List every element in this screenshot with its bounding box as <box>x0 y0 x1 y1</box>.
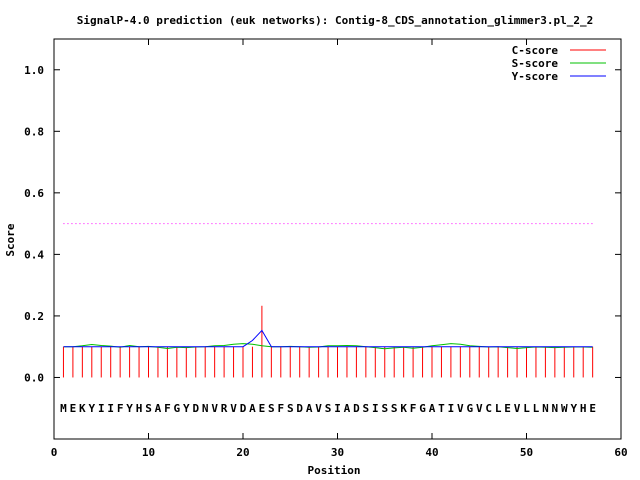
sequence-residue: E <box>70 402 77 415</box>
sequence-residue: G <box>174 402 181 415</box>
y-tick-label: 0.4 <box>24 248 44 261</box>
sequence-residue: H <box>136 402 143 415</box>
sequence-residue: N <box>542 402 549 415</box>
legend-label: C-score <box>512 44 559 57</box>
x-axis-label: Position <box>308 464 361 477</box>
sequence-residue: F <box>117 402 124 415</box>
x-tick-label: 0 <box>51 446 58 459</box>
x-tick-label: 60 <box>614 446 627 459</box>
sequence-residue: S <box>145 402 152 415</box>
sequence-residue: H <box>580 402 587 415</box>
x-tick-label: 20 <box>236 446 249 459</box>
plot-frame <box>53 38 622 440</box>
sequence-residue: F <box>164 402 171 415</box>
y-tick-label: 0.2 <box>24 310 44 323</box>
sequence-residue: I <box>372 402 379 415</box>
y-scoreline <box>63 329 593 348</box>
c-score-impulses <box>62 305 594 378</box>
sequence-residue: Y <box>183 402 190 415</box>
chart-title: SignalP-4.0 prediction (euk networks): C… <box>77 14 594 27</box>
sequence-residue: M <box>60 402 67 415</box>
x-tick-label: 10 <box>142 446 155 459</box>
sequence-residue: K <box>79 402 86 415</box>
sequence-residue: D <box>192 402 199 415</box>
sequence-residue: G <box>419 402 426 415</box>
sequence-residue: V <box>211 402 218 415</box>
sequence-residue: I <box>98 402 105 415</box>
sequence-residue: F <box>410 402 417 415</box>
sequence-residue: D <box>296 402 303 415</box>
sequence-residue: D <box>240 402 247 415</box>
sequence-residue: C <box>485 402 492 415</box>
x-tick-label: 50 <box>520 446 533 459</box>
y-axis-label: Score <box>4 223 17 256</box>
plot-frame-group <box>53 38 622 440</box>
sequence-residue: A <box>249 402 256 415</box>
sequence-residue: K <box>400 402 407 415</box>
sequence-residue: S <box>325 402 332 415</box>
sequence-residue: E <box>504 402 511 415</box>
sequence-residue: F <box>277 402 284 415</box>
sequence-residue: A <box>306 402 313 415</box>
sequence-residue: N <box>202 402 209 415</box>
y-tick-label: 0.0 <box>24 371 44 384</box>
sequence-residue: A <box>155 402 162 415</box>
x-tick-label: 40 <box>425 446 438 459</box>
score-lines <box>63 329 593 350</box>
sequence-residue: S <box>268 402 275 415</box>
sequence-residue: S <box>363 402 370 415</box>
sequence-residue: Y <box>126 402 133 415</box>
sequence-residue: Y <box>88 402 95 415</box>
legend-label: S-score <box>512 57 559 70</box>
sequence-residue: E <box>589 402 596 415</box>
sequence-residue: V <box>514 402 521 415</box>
sequence-residue: Y <box>570 402 577 415</box>
sequence-residue: I <box>107 402 114 415</box>
sequence-residue: S <box>391 402 398 415</box>
sequence-residue: R <box>221 402 228 415</box>
sequence-residue: T <box>438 402 445 415</box>
sequence-residue: G <box>466 402 473 415</box>
sequence-residue: W <box>561 402 568 415</box>
sequence-residue: E <box>259 402 266 415</box>
sequence-residue: S <box>287 402 294 415</box>
sequence-residue: N <box>552 402 559 415</box>
sequence-residue: I <box>334 402 341 415</box>
sequence-residue: L <box>523 402 530 415</box>
sequence-residue: L <box>533 402 540 415</box>
y-tick-label: 1.0 <box>24 64 44 77</box>
sequence-residue: V <box>230 402 237 415</box>
sequence-residue: I <box>448 402 455 415</box>
sequence-residue: A <box>429 402 436 415</box>
sequence-residue: L <box>495 402 502 415</box>
legend-label: Y-score <box>512 70 559 83</box>
sequence-residue: V <box>476 402 483 415</box>
sequence-residue: A <box>344 402 351 415</box>
y-tick-label: 0.6 <box>24 187 44 200</box>
sequence-residue: D <box>353 402 360 415</box>
x-tick-label: 30 <box>331 446 344 459</box>
axis-ticks: 0 10 20 30 40 50 60 0.0 0.2 0.4 0.6 0.8 1.0 <box>24 39 628 459</box>
sequence-residue: V <box>457 402 464 415</box>
sequence-residue: S <box>381 402 388 415</box>
y-tick-label: 0.8 <box>24 125 44 138</box>
sequence-residue: V <box>315 402 322 415</box>
